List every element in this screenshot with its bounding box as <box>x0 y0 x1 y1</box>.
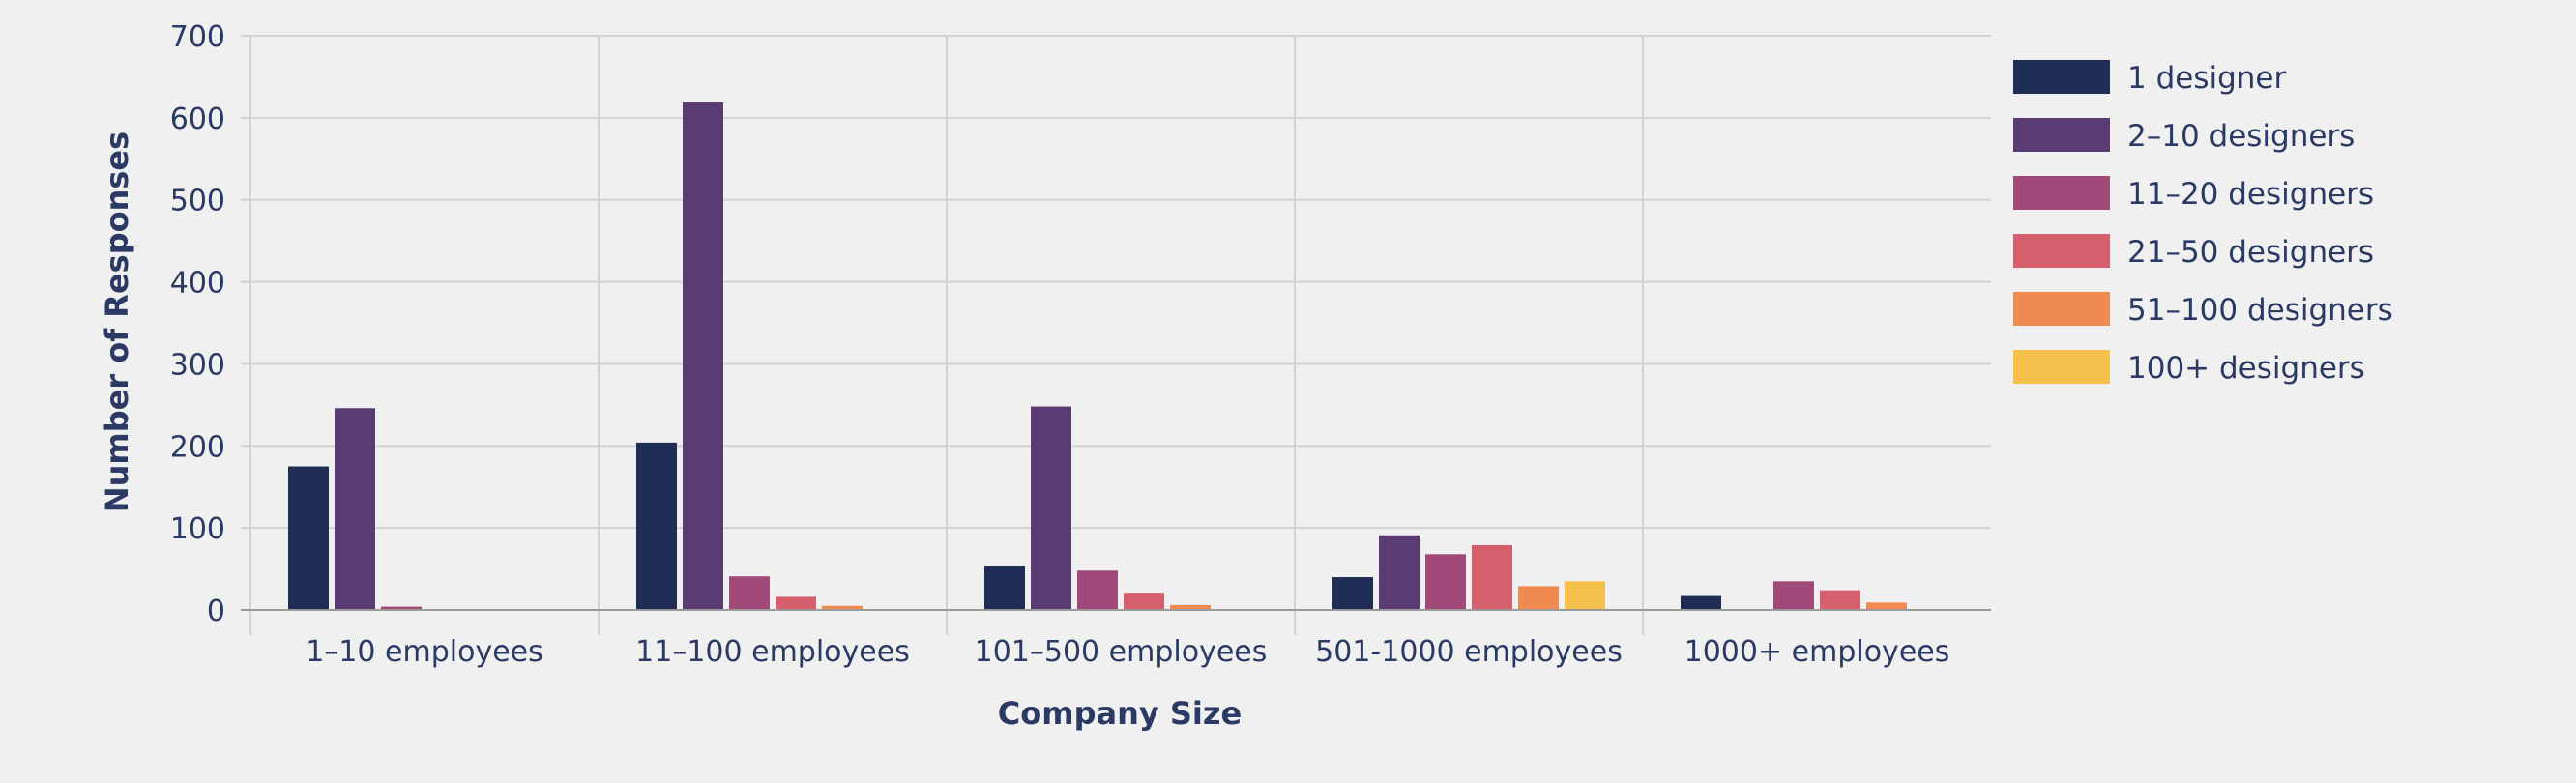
legend-swatch <box>2013 234 2110 268</box>
bar <box>1472 544 1512 610</box>
y-tick-label: 400 <box>170 267 225 301</box>
x-tick-label: 501-1000 employees <box>1315 635 1623 669</box>
bar <box>1773 581 1814 610</box>
bar <box>381 606 422 610</box>
bar <box>729 576 770 610</box>
y-tick-label: 600 <box>170 102 225 136</box>
legend-label: 2–10 designers <box>2127 119 2355 154</box>
bar <box>636 442 677 610</box>
bar <box>1425 554 1466 610</box>
x-tick-label: 1–10 employees <box>306 635 543 669</box>
legend-label: 1 designer <box>2127 61 2286 96</box>
x-tick-label: 11–100 employees <box>635 635 910 669</box>
legend-label: 100+ designers <box>2127 351 2365 386</box>
bar <box>1077 570 1118 610</box>
bar <box>822 605 863 610</box>
legend-swatch <box>2013 350 2110 384</box>
legend: 1 designer 2–10 designers 11–20 designers 2… <box>2013 60 2393 386</box>
y-tick-label: 0 <box>207 594 225 628</box>
y-tick-label: 200 <box>170 430 225 464</box>
bar <box>683 102 723 611</box>
bars <box>288 102 1907 611</box>
legend-label: 51–100 designers <box>2127 293 2393 328</box>
bar <box>1866 602 1907 610</box>
bar <box>288 466 329 610</box>
bar <box>1820 590 1860 610</box>
bar <box>1124 593 1164 610</box>
x-tick-label: 101–500 employees <box>975 635 1268 669</box>
x-axis-title: Company Size <box>998 695 1242 732</box>
bar <box>776 596 816 610</box>
y-tick-label: 300 <box>170 348 225 382</box>
legend-swatch <box>2013 60 2110 94</box>
y-tick-label: 700 <box>170 20 225 54</box>
bar <box>984 566 1025 610</box>
legend-swatch <box>2013 292 2110 326</box>
y-tick-label: 100 <box>170 512 225 546</box>
bar <box>1031 406 1071 610</box>
bar <box>1332 577 1373 610</box>
axes: 0 100 200 300 400 500 600 700 1–10 employees 11–1… <box>170 20 1991 669</box>
bar <box>1518 586 1559 610</box>
legend-swatch <box>2013 118 2110 152</box>
legend-swatch <box>2013 176 2110 210</box>
y-tick-label: 500 <box>170 185 225 218</box>
bar <box>1565 581 1605 610</box>
legend-label: 11–20 designers <box>2127 177 2374 212</box>
bar <box>1681 595 1721 610</box>
bar <box>1170 604 1211 610</box>
bar <box>335 408 375 610</box>
bar <box>1379 535 1420 610</box>
y-axis-title: Number of Responses <box>99 131 135 512</box>
grid <box>241 35 1991 635</box>
x-tick-label: 1000+ employees <box>1684 635 1950 669</box>
legend-label: 21–50 designers <box>2127 235 2374 270</box>
